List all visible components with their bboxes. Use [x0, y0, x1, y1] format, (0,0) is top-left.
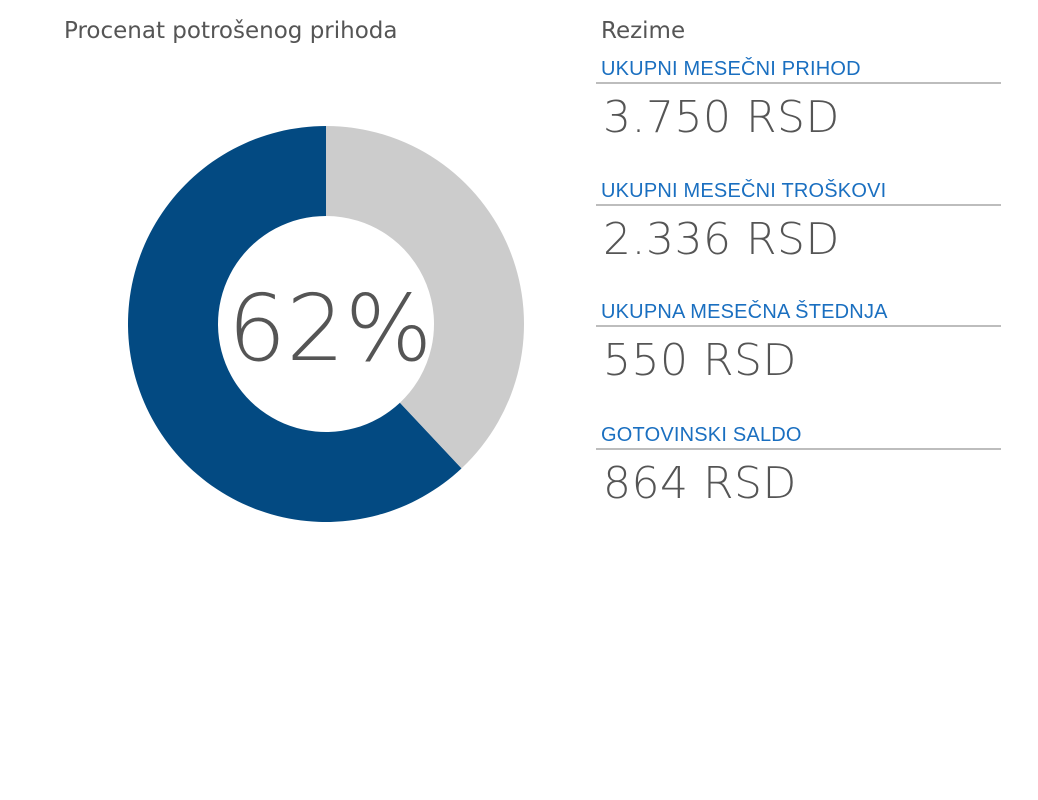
donut-slice-spent	[127, 126, 462, 522]
summary-value: 550 RSD	[603, 335, 797, 386]
summary-label: UKUPNI MESEČNI TROŠKOVI	[596, 178, 1001, 206]
summary-item-savings: UKUPNA MESEČNA ŠTEDNJA 550 RSD	[596, 299, 1001, 386]
summary-label: GOTOVINSKI SALDO	[596, 422, 1001, 450]
summary-item-expenses: UKUPNI MESEČNI TROŠKOVI 2.336 RSD	[596, 178, 1001, 265]
summary-label: UKUPNA MESEČNA ŠTEDNJA	[596, 299, 1001, 327]
summary-title: Rezime	[601, 18, 686, 44]
summary-label: UKUPNI MESEČNI PRIHOD	[596, 56, 1001, 84]
summary-value: 3.750 RSD	[603, 92, 840, 143]
donut-slice-remaining	[326, 126, 524, 469]
chart-title: Procenat potrošenog prihoda	[64, 18, 398, 44]
summary-item-income: UKUPNI MESEČNI PRIHOD 3.750 RSD	[596, 56, 1001, 143]
donut-chart: 62%	[127, 126, 524, 522]
summary-item-cash-balance: GOTOVINSKI SALDO 864 RSD	[596, 422, 1001, 509]
summary-value: 2.336 RSD	[603, 214, 840, 265]
donut-center-label: 62%	[228, 275, 432, 382]
summary-value: 864 RSD	[603, 458, 797, 509]
